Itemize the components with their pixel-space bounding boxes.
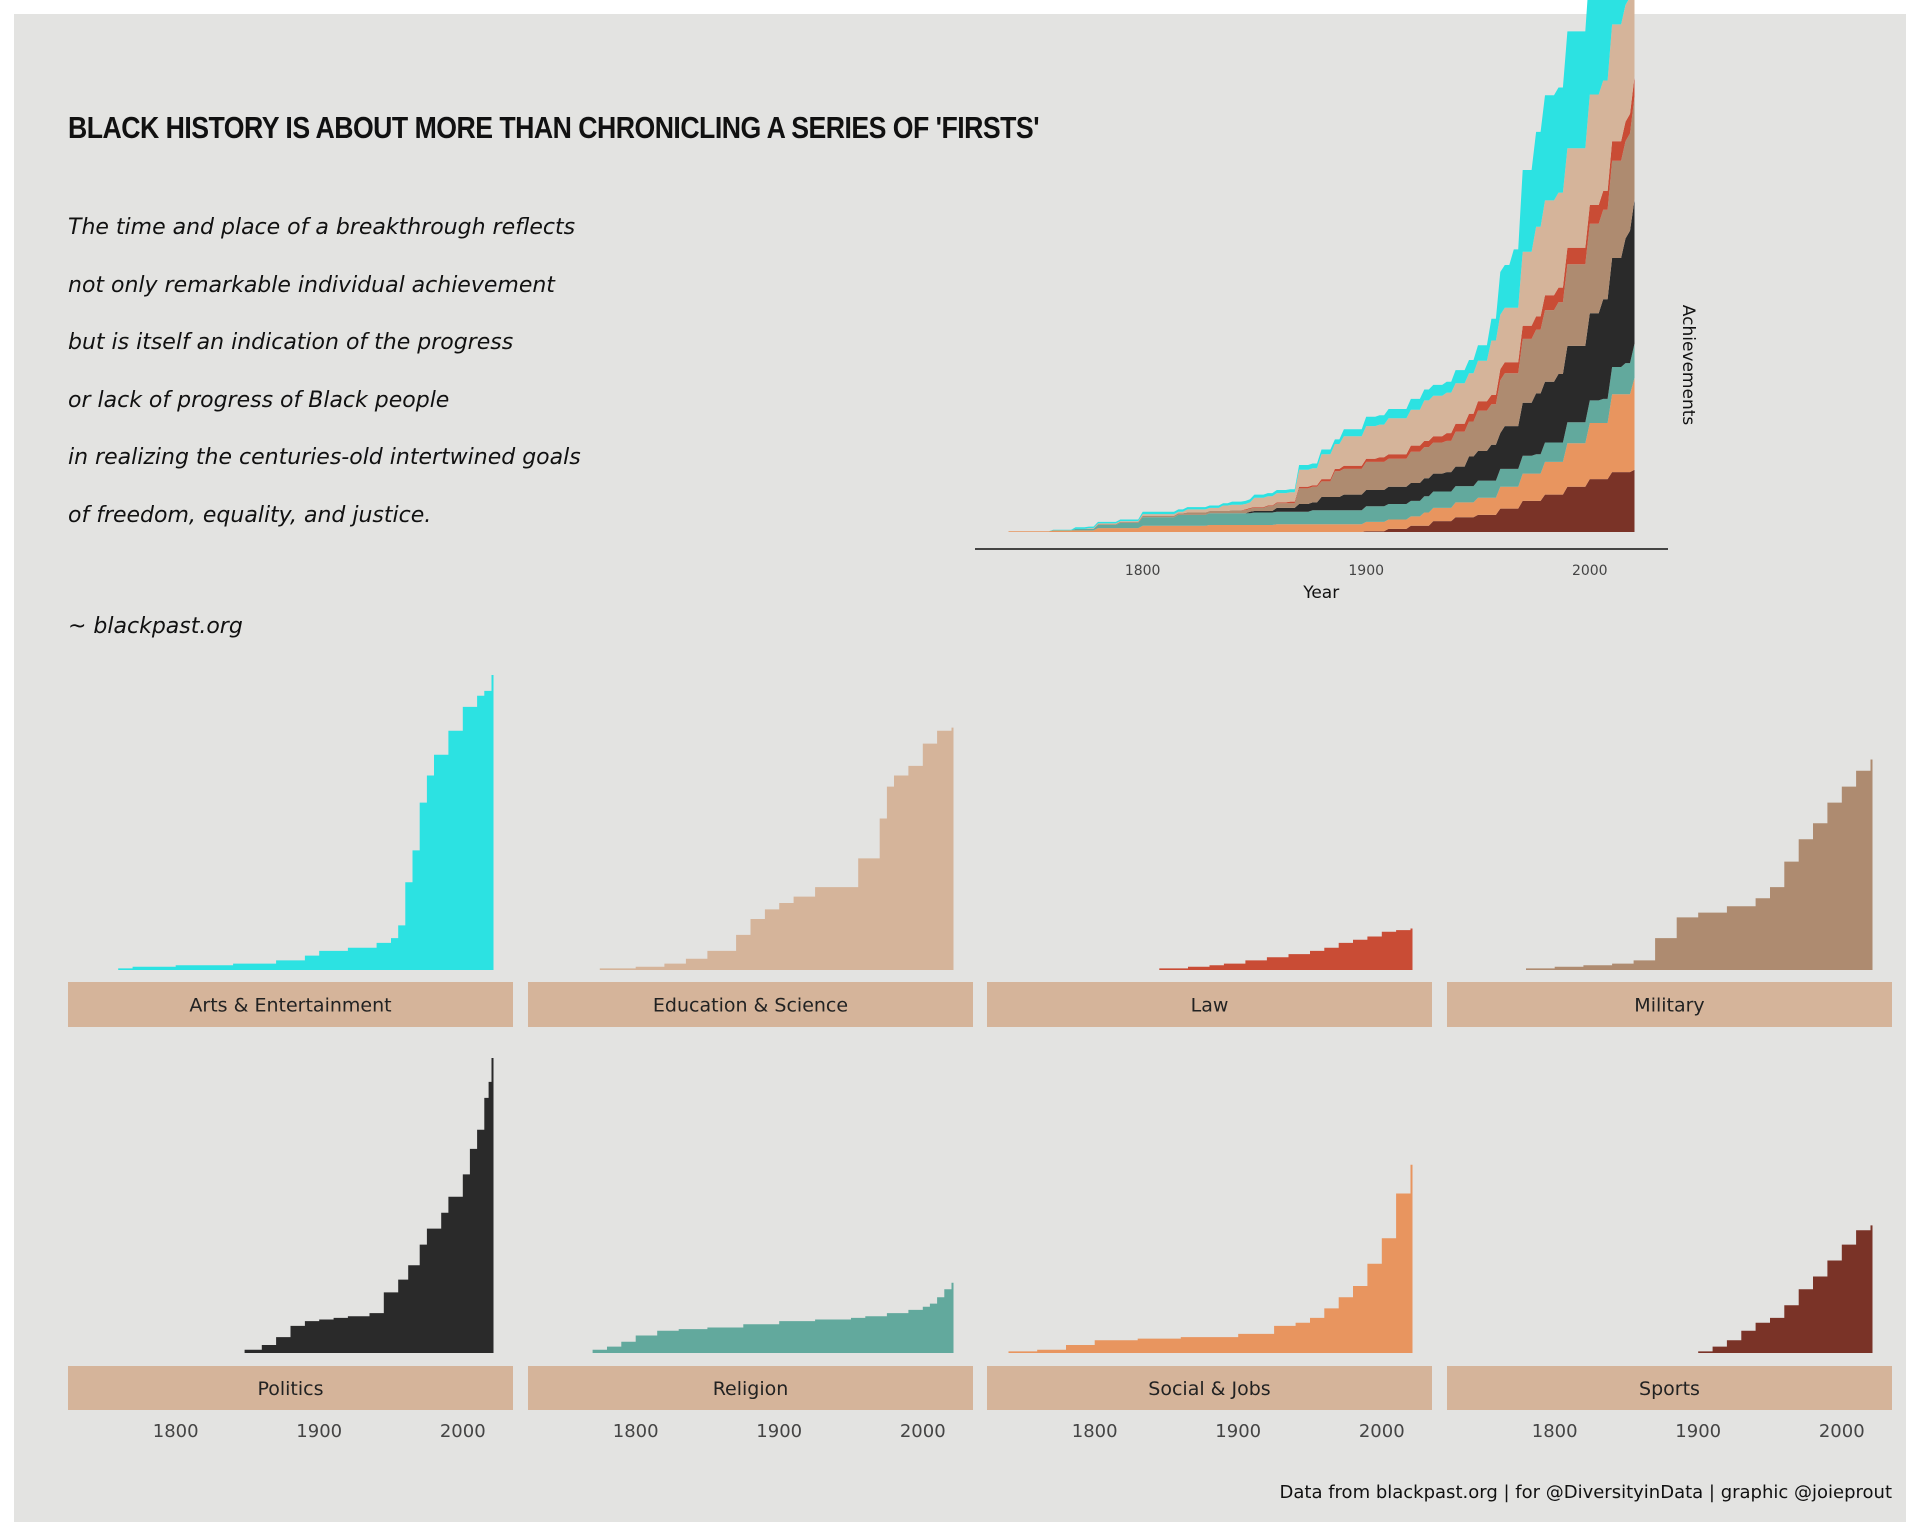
facet-x-tick-label: 1900 [1215,1421,1261,1442]
facet-strip [68,982,513,1027]
facet-strip-label: Religion [713,1378,789,1400]
facet-strip-label: Arts & Entertainment [189,995,391,1017]
facet-strip [528,982,973,1027]
quote-line: of freedom, equality, and justice. [68,502,432,528]
x-tick-label: 1800 [1125,563,1161,579]
quote-block: The time and place of a breakthrough ref… [68,208,688,554]
facet-area-law [1159,928,1413,970]
facet-strip-label: Social & Jobs [1148,1378,1270,1400]
x-tick-label: 1900 [1348,563,1384,579]
y-axis-title: Achievements [1678,305,1698,426]
facet-area-military [1526,759,1873,970]
facet-strip-label: Law [1191,995,1229,1017]
facet-area-religion [592,1282,954,1353]
facet-strip-label: Military [1634,995,1704,1017]
quote-source: ~ blackpast.org [68,614,243,639]
stacked-area-religion [1008,343,1635,532]
quote-line: not only remarkable individual achieveme… [68,272,555,298]
facet-x-tick-label: 1800 [1532,1421,1578,1442]
facet-strip [68,1366,513,1410]
facet-strip-label: Education & Science [653,995,848,1017]
x-axis-title: Year [1302,583,1339,603]
facet-strip [1447,1366,1892,1410]
facet-strip [987,982,1432,1027]
stacked-area-sports [1008,469,1635,532]
facet-strip [987,1366,1432,1410]
facet-strip [1447,982,1892,1027]
stacked-area-military [1008,96,1635,532]
quote-line: but is itself an indication of the progr… [68,330,514,356]
facet-x-tick-label: 1800 [153,1421,199,1442]
facet-area-education-science [599,727,954,970]
facet-x-tick-label: 1900 [756,1421,802,1442]
quote-line: in realizing the centuries-old intertwin… [68,445,581,471]
quote-line: The time and place of a breakthrough ref… [68,215,576,240]
facet-area-politics [244,1058,494,1353]
facet-x-tick-label: 2000 [1819,1421,1865,1442]
facet-area-social-jobs [1008,1164,1413,1353]
facet-area-sports [1698,1225,1873,1353]
x-tick-label: 2000 [1572,563,1608,579]
facet-strip-label: Sports [1639,1378,1700,1400]
facet-x-tick-label: 1900 [296,1421,342,1442]
stacked-area-arts-entertainment [1008,0,1629,532]
facet-area-arts-entertainment [118,675,494,970]
facet-x-tick-label: 1800 [613,1421,659,1442]
facet-x-tick-label: 1800 [1072,1421,1118,1442]
caption: Data from blackpast.org | for @Diversity… [1279,1482,1892,1503]
quote-line: or lack of progress of Black people [68,387,450,413]
facet-x-tick-label: 1900 [1675,1421,1721,1442]
chart-title: BLACK HISTORY IS ABOUT MORE THAN CHRONIC… [68,110,1040,145]
facet-x-tick-label: 2000 [440,1421,486,1442]
facet-x-tick-label: 2000 [1359,1421,1405,1442]
stacked-area-education-science [1008,0,1635,532]
facet-strip-label: Politics [257,1378,323,1400]
facet-strip [528,1366,973,1410]
facet-x-tick-label: 2000 [900,1421,946,1442]
